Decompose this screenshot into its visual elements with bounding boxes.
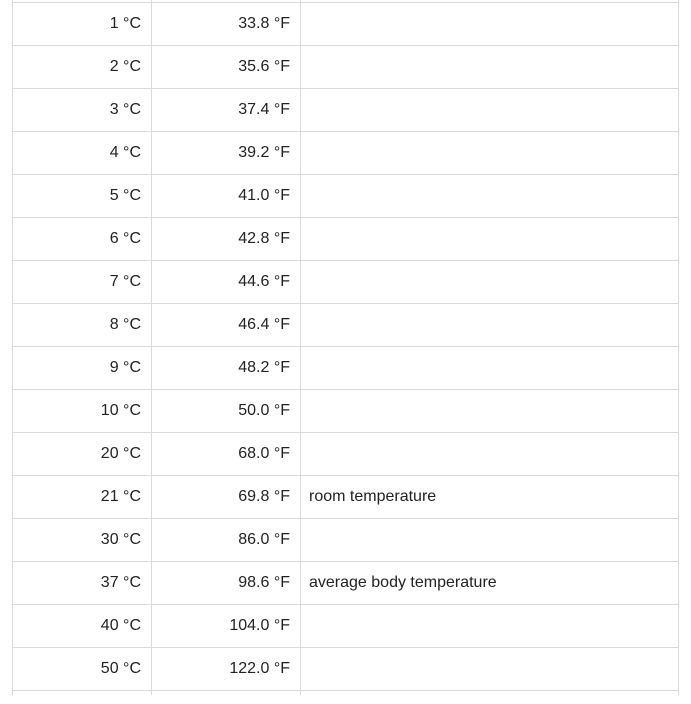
table-row: 30 °C 86.0 °F — [13, 519, 679, 562]
table-row: 50 °C 122.0 °F — [13, 648, 679, 691]
table-row: 37 °C 98.6 °F average body temperature — [13, 562, 679, 605]
table-row: 21 °C 69.8 °F room temperature — [13, 476, 679, 519]
table-row-cut-bottom — [13, 691, 679, 696]
cell-note — [301, 347, 679, 390]
cell-fahrenheit: 33.8 °F — [152, 3, 301, 46]
cell-note — [301, 89, 679, 132]
table-row: 40 °C 104.0 °F — [13, 605, 679, 648]
table-row: 2 °C 35.6 °F — [13, 46, 679, 89]
cell-fahrenheit: 35.6 °F — [152, 46, 301, 89]
cell-note — [301, 261, 679, 304]
cell-celsius: 6 °C — [13, 218, 152, 261]
cell-fahrenheit: 122.0 °F — [152, 648, 301, 691]
cell-fahrenheit: 48.2 °F — [152, 347, 301, 390]
table-row: 5 °C 41.0 °F — [13, 175, 679, 218]
cell-fahrenheit: 68.0 °F — [152, 433, 301, 476]
cell-fahrenheit: 41.0 °F — [152, 175, 301, 218]
cell-note — [301, 519, 679, 562]
cell-celsius: 1 °C — [13, 3, 152, 46]
cell-celsius: 2 °C — [13, 46, 152, 89]
cell-fahrenheit: 42.8 °F — [152, 218, 301, 261]
cell-note: average body temperature — [301, 562, 679, 605]
table-row: 8 °C 46.4 °F — [13, 304, 679, 347]
cell-fahrenheit: 69.8 °F — [152, 476, 301, 519]
table-row: 4 °C 39.2 °F — [13, 132, 679, 175]
cell-note — [301, 433, 679, 476]
table-row: 7 °C 44.6 °F — [13, 261, 679, 304]
cell-celsius: 30 °C — [13, 519, 152, 562]
cell-fahrenheit: 44.6 °F — [152, 261, 301, 304]
cell-celsius: 7 °C — [13, 261, 152, 304]
cell-fahrenheit: 86.0 °F — [152, 519, 301, 562]
cell-celsius: 4 °C — [13, 132, 152, 175]
cell-celsius: 21 °C — [13, 476, 152, 519]
table-row: 20 °C 68.0 °F — [13, 433, 679, 476]
cell-celsius: 40 °C — [13, 605, 152, 648]
cell-note — [301, 46, 679, 89]
cell-note — [301, 3, 679, 46]
cell-fahrenheit: 98.6 °F — [152, 562, 301, 605]
cell-celsius: 9 °C — [13, 347, 152, 390]
table-row: 10 °C 50.0 °F — [13, 390, 679, 433]
cell-fahrenheit: 37.4 °F — [152, 89, 301, 132]
cell-note — [301, 304, 679, 347]
cell-note — [301, 605, 679, 648]
cell-fahrenheit: 104.0 °F — [152, 605, 301, 648]
cell-note: room temperature — [301, 476, 679, 519]
cell-note — [301, 390, 679, 433]
cell-note — [301, 218, 679, 261]
cell-celsius: 3 °C — [13, 89, 152, 132]
cell-note — [301, 132, 679, 175]
cell-fahrenheit: 39.2 °F — [152, 132, 301, 175]
cell-celsius: 5 °C — [13, 175, 152, 218]
cell-celsius: 37 °C — [13, 562, 152, 605]
cell-celsius: 8 °C — [13, 304, 152, 347]
cell-fahrenheit: 46.4 °F — [152, 304, 301, 347]
table-row: 9 °C 48.2 °F — [13, 347, 679, 390]
table-row: 6 °C 42.8 °F — [13, 218, 679, 261]
cell-celsius: 20 °C — [13, 433, 152, 476]
cell-celsius: 10 °C — [13, 390, 152, 433]
table-row: 1 °C 33.8 °F — [13, 3, 679, 46]
cell-fahrenheit: 50.0 °F — [152, 390, 301, 433]
cell-note — [301, 648, 679, 691]
cell-note — [301, 175, 679, 218]
table-row: 3 °C 37.4 °F — [13, 89, 679, 132]
temperature-conversion-table: 1 °C 33.8 °F 2 °C 35.6 °F 3 °C 37.4 °F 4… — [12, 0, 679, 695]
cell-celsius: 50 °C — [13, 648, 152, 691]
